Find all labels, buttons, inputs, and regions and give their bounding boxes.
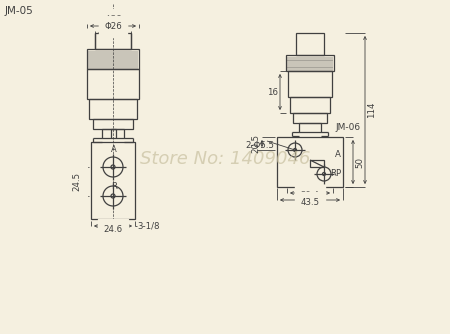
Bar [89, 99, 137, 119]
Text: 3-1/8: 3-1/8 [137, 221, 159, 230]
Text: Store No: 1409046: Store No: 1409046 [140, 150, 310, 168]
Bar [91, 142, 135, 219]
Text: 2-Φ5.5: 2-Φ5.5 [245, 141, 274, 150]
Bar [296, 33, 324, 55]
Bar [102, 129, 124, 138]
Bar [87, 69, 139, 99]
Text: RP: RP [330, 169, 341, 178]
Text: A: A [335, 150, 341, 159]
Text: Φ38: Φ38 [104, 15, 122, 24]
Bar [293, 113, 327, 123]
Bar [310, 160, 324, 167]
Bar [290, 97, 330, 113]
Bar [95, 33, 131, 49]
Bar [299, 123, 321, 132]
Bar [288, 71, 332, 97]
Bar [93, 119, 133, 129]
Text: JM-06: JM-06 [335, 123, 360, 132]
Text: A: A [111, 145, 117, 154]
Text: 24.5: 24.5 [72, 172, 81, 191]
Bar [277, 137, 343, 187]
Text: 43.5: 43.5 [301, 198, 320, 207]
Bar [87, 49, 139, 69]
Text: Φ26: Φ26 [104, 22, 122, 31]
Text: R: R [111, 182, 117, 191]
Text: 50: 50 [355, 157, 364, 167]
Text: 20.5: 20.5 [251, 134, 260, 153]
Text: 114: 114 [367, 102, 376, 118]
Text: 16: 16 [267, 88, 278, 97]
Bar [286, 55, 334, 71]
Text: 29.4: 29.4 [301, 191, 320, 200]
Text: 24.6: 24.6 [104, 225, 122, 234]
Text: JM-05: JM-05 [5, 6, 34, 16]
